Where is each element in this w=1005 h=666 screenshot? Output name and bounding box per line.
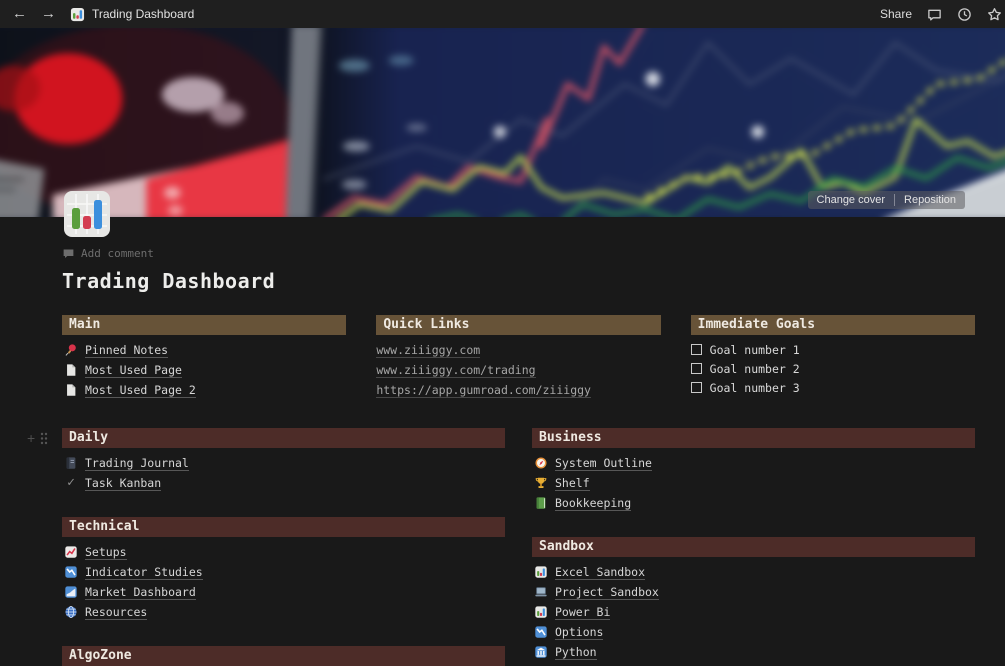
pill-divider xyxy=(894,194,896,206)
page-link-power-bi[interactable]: Power Bi xyxy=(532,602,611,622)
page-link-most-used-page-2[interactable]: Most Used Page 2 xyxy=(62,380,196,400)
laptop-icon xyxy=(534,585,548,599)
notebook-icon xyxy=(64,456,78,470)
topbar-page-title: Trading Dashboard xyxy=(92,7,195,21)
todo-checkbox[interactable] xyxy=(690,363,702,374)
block-handles: + xyxy=(27,431,48,445)
breadcrumb[interactable]: Trading Dashboard xyxy=(70,7,194,22)
todo-goal-2: Goal number 2 xyxy=(690,359,975,378)
top-columns: Main Pinned Notes Most Used Page xyxy=(62,315,975,400)
add-comment-button[interactable]: Add comment xyxy=(62,247,154,260)
document-icon xyxy=(64,363,78,377)
todo-goal-1: Goal number 1 xyxy=(690,340,975,359)
page-emoji-bar-chart-icon[interactable] xyxy=(64,191,110,237)
column-right: Business System Outline Shelf xyxy=(532,428,975,666)
business-section-header[interactable]: Business xyxy=(532,428,975,448)
page-link-shelf[interactable]: Shelf xyxy=(532,473,590,493)
page-link-task-kanban[interactable]: ✓ Task Kanban xyxy=(62,473,162,493)
page-title[interactable]: Trading Dashboard xyxy=(62,269,276,293)
technical-section-header[interactable]: Technical xyxy=(62,517,505,537)
quick-links-section-header[interactable]: Quick Links xyxy=(376,315,661,335)
chart-increasing-icon xyxy=(64,545,78,559)
column-left: + Daily Trading Journal ✓ Task Kanban xyxy=(27,428,505,666)
add-block-icon[interactable]: + xyxy=(27,430,36,446)
page-link-python[interactable]: Python xyxy=(532,642,597,662)
todo-checkbox[interactable] xyxy=(690,382,702,393)
globe-icon xyxy=(64,605,78,619)
bar-chart-page-icon xyxy=(70,7,85,22)
page-link-project-sandbox[interactable]: Project Sandbox xyxy=(532,582,659,602)
cover-actions: Change cover Reposition xyxy=(807,191,965,209)
favorite-star-icon[interactable] xyxy=(987,7,1002,22)
bottom-columns: + Daily Trading Journal ✓ Task Kanban xyxy=(27,428,975,666)
sandbox-section-header[interactable]: Sandbox xyxy=(532,537,975,557)
immediate-goals-section-header[interactable]: Immediate Goals xyxy=(690,315,975,335)
chart-decreasing-icon xyxy=(534,625,548,639)
pushpin-icon xyxy=(64,343,78,357)
topbar: ← → Trading Dashboard Share xyxy=(0,0,1005,28)
add-comment-label: Add comment xyxy=(81,247,154,260)
page-link-market-dashboard[interactable]: Market Dashboard xyxy=(62,582,196,602)
daily-section-header[interactable]: Daily xyxy=(62,428,505,448)
page-link-pinned-notes[interactable]: Pinned Notes xyxy=(62,340,169,360)
main-section-header[interactable]: Main xyxy=(62,315,347,335)
quick-link-ziiiggy[interactable]: www.ziiiggy.com xyxy=(376,342,481,358)
document-icon xyxy=(64,383,78,397)
todo-checkbox[interactable] xyxy=(690,344,702,355)
bank-icon xyxy=(534,645,548,659)
forward-arrow-icon[interactable]: → xyxy=(41,5,56,22)
page-link-trading-journal[interactable]: Trading Journal xyxy=(62,453,189,473)
page-link-most-used-page[interactable]: Most Used Page xyxy=(62,360,182,380)
page-link-system-outline[interactable]: System Outline xyxy=(532,453,652,473)
chart-area-icon xyxy=(64,585,78,599)
cover-trading-charts-photo xyxy=(0,28,1005,217)
page-link-resources[interactable]: Resources xyxy=(62,602,148,622)
column-quick-links: Quick Links www.ziiiggy.com www.ziiiggy.… xyxy=(376,315,661,400)
page-cover-image: Change cover Reposition xyxy=(0,28,1005,217)
green-book-icon xyxy=(534,496,548,510)
page-link-excel-sandbox[interactable]: Excel Sandbox xyxy=(532,562,646,582)
comments-icon[interactable] xyxy=(927,7,942,22)
quick-link-ziiiggy-trading[interactable]: www.ziiiggy.com/trading xyxy=(376,362,536,378)
comment-bubble-icon xyxy=(63,249,74,258)
algozone-section-header[interactable]: AlgoZone xyxy=(62,646,505,666)
chart-decreasing-icon xyxy=(64,565,78,579)
column-immediate-goals: Immediate Goals Goal number 1 Goal numbe… xyxy=(690,315,975,400)
change-cover-button[interactable]: Change cover xyxy=(816,194,886,206)
page-link-setups[interactable]: Setups xyxy=(62,542,127,562)
back-arrow-icon[interactable]: ← xyxy=(12,5,27,22)
trophy-icon xyxy=(534,476,548,490)
page-link-bookkeeping[interactable]: Bookkeeping xyxy=(532,493,632,513)
column-main: Main Pinned Notes Most Used Page xyxy=(62,315,347,400)
compass-icon xyxy=(534,456,548,470)
page-link-indicator-studies[interactable]: Indicator Studies xyxy=(62,562,203,582)
bar-chart-icon xyxy=(534,565,548,579)
todo-goal-3: Goal number 3 xyxy=(690,378,975,397)
reposition-button[interactable]: Reposition xyxy=(904,194,956,206)
quick-link-gumroad[interactable]: https://app.gumroad.com/ziiiggy xyxy=(376,382,591,398)
bar-chart-icon xyxy=(534,605,548,619)
check-icon: ✓ xyxy=(67,475,75,490)
share-button[interactable]: Share xyxy=(879,7,912,21)
page-link-options[interactable]: Options xyxy=(532,622,604,642)
drag-handle-icon[interactable] xyxy=(40,432,48,445)
page-body: Add comment Trading Dashboard Main Pinne… xyxy=(0,247,1005,666)
updates-clock-icon[interactable] xyxy=(957,7,972,22)
